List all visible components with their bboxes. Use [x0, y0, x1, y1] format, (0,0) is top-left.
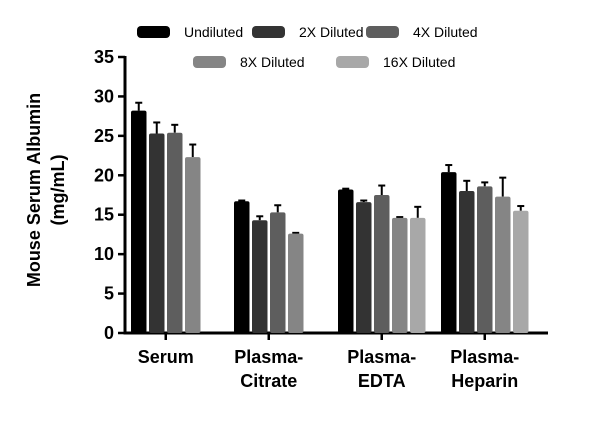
bar [167, 132, 183, 333]
bar [338, 189, 354, 333]
y-tick-label: 5 [104, 284, 114, 304]
x-tick-label: Plasma- [347, 347, 416, 367]
x-tick-label: Serum [138, 347, 194, 367]
bar [374, 195, 390, 333]
y-tick-label: 30 [94, 86, 114, 106]
y-tick-label: 35 [94, 47, 114, 67]
legend-swatch [193, 56, 226, 68]
legend-label: 2X Diluted [299, 24, 364, 40]
legend-label: 8X Diluted [240, 54, 305, 70]
bar [252, 220, 268, 333]
y-axis-label: Mouse Serum Albumin [24, 93, 44, 287]
y-tick-label: 10 [94, 244, 114, 264]
legend-swatch [137, 26, 170, 38]
bar [185, 157, 201, 333]
x-tick-label: Plasma- [234, 347, 303, 367]
legend-label: 16X Diluted [383, 54, 455, 70]
x-tick-label: EDTA [358, 371, 406, 391]
legend-label: Undiluted [184, 24, 243, 40]
bar [513, 210, 529, 333]
y-tick-label: 25 [94, 126, 114, 146]
bar [131, 110, 147, 333]
x-tick-label: Citrate [240, 371, 297, 391]
y-tick-label: 20 [94, 165, 114, 185]
legend-label: 4X Diluted [413, 24, 478, 40]
y-tick-label: 0 [104, 323, 114, 343]
y-axis-label: (mg/mL) [48, 155, 68, 226]
bar [459, 191, 475, 333]
legend-swatch [252, 26, 285, 38]
legend-swatch [366, 26, 399, 38]
bar [441, 172, 457, 333]
x-tick-label: Plasma- [450, 347, 519, 367]
bar [495, 196, 511, 333]
bar [477, 186, 493, 333]
bar [234, 201, 250, 333]
y-tick-label: 15 [94, 205, 114, 225]
x-tick-label: Heparin [451, 371, 518, 391]
bar [288, 233, 304, 333]
bar [392, 217, 408, 333]
bar [410, 217, 426, 333]
legend-swatch [336, 56, 369, 68]
bar [356, 202, 372, 333]
bar [149, 133, 165, 333]
bar [270, 212, 286, 333]
